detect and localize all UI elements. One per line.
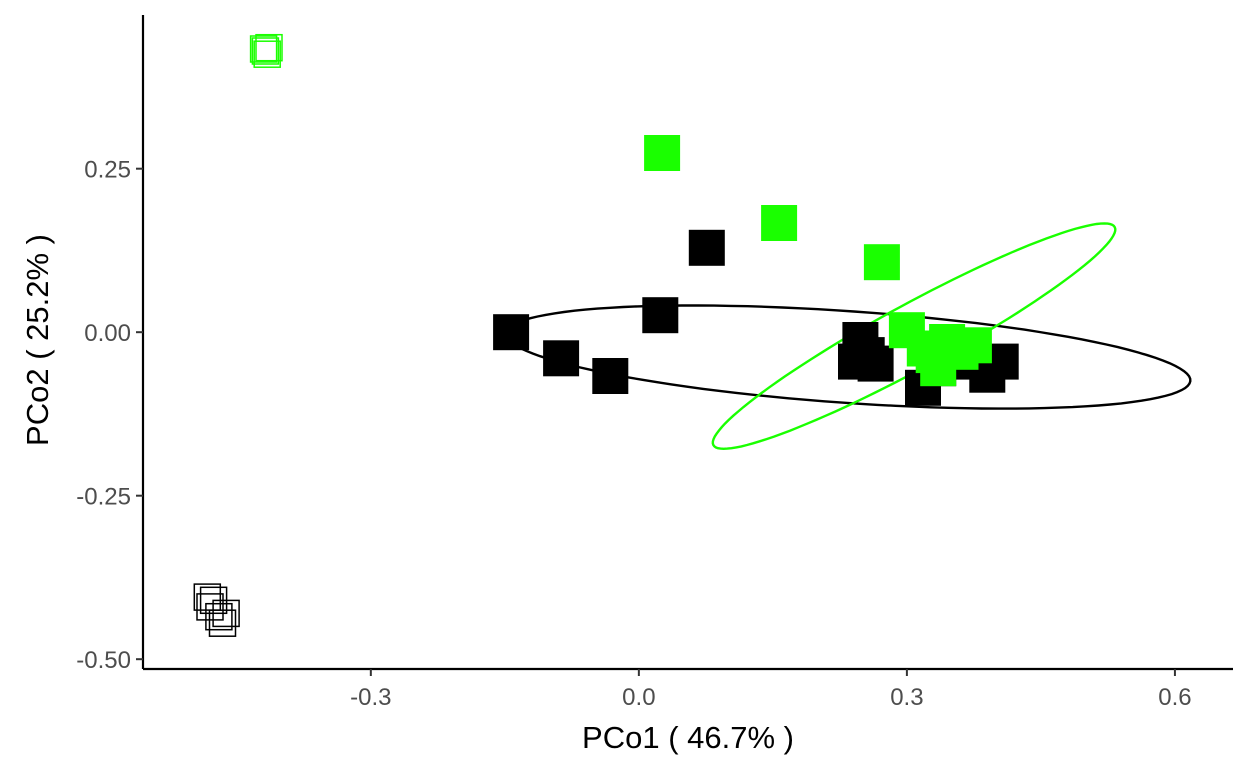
point-s0-1 [543, 340, 580, 377]
x-tick-label: 0.3 [890, 684, 923, 711]
x-tick-label: 0.6 [1158, 684, 1191, 711]
point-s2-3 [205, 602, 233, 631]
point-s2-5 [212, 599, 240, 628]
point-s1-0 [644, 135, 681, 171]
y-tick-label: 0.00 [84, 320, 131, 347]
y-axis-title: PCo2 ( 25.2% ) [20, 234, 55, 446]
point-s1-1 [761, 205, 798, 241]
point-s0-2 [592, 358, 629, 394]
point-s3-3 [255, 33, 283, 62]
point-s1-2 [863, 244, 900, 281]
point-s0-4 [688, 229, 725, 266]
point-s0-8 [857, 345, 894, 382]
point-s2-4 [208, 609, 237, 637]
point-s1-9 [920, 350, 957, 387]
point-s0-0 [493, 314, 530, 351]
y-tick-label: 0.25 [84, 157, 131, 184]
x-tick-label: 0.0 [622, 684, 655, 711]
point-s3-0 [249, 35, 278, 63]
point-s0-3 [642, 297, 679, 334]
x-tick-label: -0.3 [350, 684, 391, 711]
point-s3-2 [253, 40, 281, 68]
x-axis-title: PCo1 ( 46.7% ) [582, 720, 794, 755]
point-s2-0 [193, 583, 222, 611]
y-tick-label: -0.25 [76, 484, 131, 511]
axes: -0.3 0.0 0.3 0.6 -0.50 -0.25 0.00 0.25 [76, 15, 1233, 711]
data-points [193, 33, 1019, 637]
point-s1-8 [955, 327, 992, 364]
point-s3-1 [251, 37, 280, 65]
y-tick-label: -0.50 [76, 647, 131, 674]
confidence-ellipse-1 [711, 222, 1117, 451]
